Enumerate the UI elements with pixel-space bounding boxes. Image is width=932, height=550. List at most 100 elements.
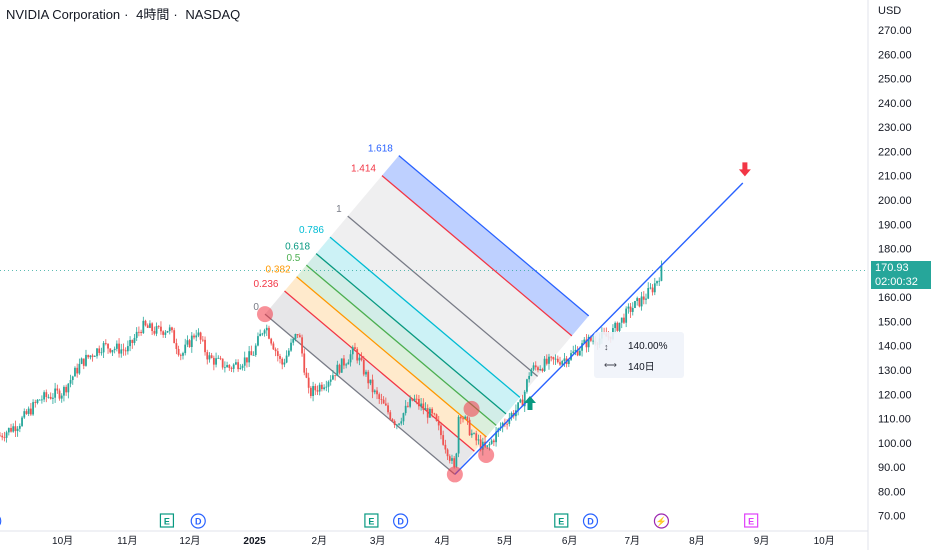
x-tick-label: 9月 <box>754 535 770 547</box>
candle-body <box>649 287 652 289</box>
candle-body <box>636 298 639 302</box>
candle-body <box>629 306 632 312</box>
fib-level-label: 0.618 <box>285 242 310 253</box>
candle-body <box>257 336 259 346</box>
candle-body <box>517 402 520 411</box>
candle-body <box>237 362 240 370</box>
candle-body <box>532 365 535 370</box>
candle-body <box>195 335 198 338</box>
candle-body <box>660 265 663 281</box>
candle-body <box>475 433 478 441</box>
candle-body <box>126 346 129 352</box>
candle-body <box>406 405 409 407</box>
candle-body <box>640 296 643 307</box>
candle-body <box>537 367 539 371</box>
candle-body <box>519 399 522 403</box>
candle-body <box>625 308 628 323</box>
candle-body <box>486 445 489 447</box>
candle-body <box>358 357 361 361</box>
candle-body <box>422 403 425 410</box>
candle-body <box>354 347 356 350</box>
candle-body <box>492 440 495 443</box>
candle-body <box>501 422 504 428</box>
event-badge[interactable]: ⚡ <box>653 513 670 529</box>
fib-line-0.382 <box>296 276 487 438</box>
pivot-circle-marker <box>256 306 273 323</box>
candle-body <box>285 355 288 363</box>
candle-body <box>631 307 634 312</box>
candle-body <box>296 333 299 336</box>
candle-body <box>118 343 120 354</box>
event-badge-letter: E <box>558 517 564 527</box>
candle-body <box>133 337 136 343</box>
candle-body <box>446 449 449 457</box>
candle-body <box>578 350 581 356</box>
candle-body <box>334 375 337 377</box>
fib-zone-0.236 <box>284 276 487 452</box>
candle-body <box>3 437 6 439</box>
candle-body <box>69 380 72 384</box>
candle-body <box>179 354 182 356</box>
candle-body <box>653 283 656 293</box>
candle-body <box>316 390 319 392</box>
candle-body <box>431 408 434 414</box>
candle-body <box>384 403 387 406</box>
candle-body <box>642 296 645 300</box>
y-tick-label: 80.00 <box>878 486 906 498</box>
candle-body <box>572 351 575 354</box>
candle-body <box>219 357 222 359</box>
candle-body <box>215 358 217 365</box>
candle-body <box>217 357 220 359</box>
candle-body <box>138 331 140 333</box>
currency-label[interactable]: USD <box>878 5 902 17</box>
x-tick-label: 4月 <box>435 535 451 547</box>
fib-level-label: 1.618 <box>368 144 393 155</box>
candle-body <box>338 364 341 373</box>
candle-body <box>550 356 553 358</box>
candle-body <box>160 326 162 332</box>
candle-body <box>563 358 566 362</box>
candle-body <box>246 357 248 363</box>
event-badge[interactable]: D <box>582 513 599 529</box>
candle-body <box>395 424 398 426</box>
event-badge[interactable]: D <box>190 513 206 529</box>
candle-body <box>197 332 200 336</box>
candle-body <box>574 349 577 352</box>
candle-body <box>320 384 323 390</box>
event-badge[interactable]: D <box>0 514 2 528</box>
event-badge[interactable]: D <box>393 513 409 529</box>
event-badge[interactable]: E <box>554 513 569 528</box>
candle-body <box>466 416 469 420</box>
event-badge[interactable]: E <box>364 513 379 528</box>
candle-body <box>345 364 348 366</box>
candle-body <box>433 413 436 415</box>
y-tick-label: 210.00 <box>878 171 912 183</box>
candle-body <box>362 359 365 375</box>
y-tick-label: 260.00 <box>878 49 912 61</box>
fib-zone-1 <box>347 175 572 377</box>
event-badge-letter: D <box>195 517 202 527</box>
candle-body <box>369 379 372 384</box>
candle-body <box>435 414 438 421</box>
y-tick-label: 270.00 <box>878 25 912 37</box>
candle-body <box>393 421 396 426</box>
candle-body <box>585 339 588 348</box>
candle-body <box>404 405 407 414</box>
event-badge[interactable]: E <box>159 513 175 528</box>
y-tick-label: 190.00 <box>878 219 912 231</box>
header-separator: · <box>173 7 178 22</box>
candle-body <box>451 458 453 461</box>
candle-body <box>186 340 189 345</box>
candle-body <box>34 402 37 403</box>
candle-body <box>332 375 334 380</box>
candle-body <box>488 443 491 446</box>
candle-body <box>303 353 306 373</box>
event-badge[interactable]: E <box>744 513 759 528</box>
candle-body <box>248 351 251 363</box>
candle-body <box>168 327 171 332</box>
symbol-header[interactable]: NVIDIA Corporation · 4時間 · NASDAQ <box>6 4 244 23</box>
candle-body <box>54 388 57 398</box>
interval-label[interactable]: 4時間 <box>136 7 170 22</box>
